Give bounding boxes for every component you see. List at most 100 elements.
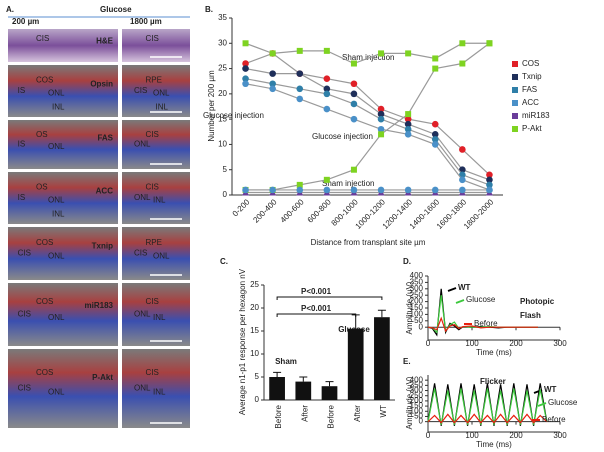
- legend-swatch: [512, 113, 518, 119]
- stain-label: Txnip: [92, 242, 113, 251]
- legend-swatch: [512, 100, 518, 106]
- x-axis-label: Distance from transplant site µm: [311, 238, 426, 247]
- layer-label: ONL: [153, 89, 170, 98]
- bar: [269, 377, 285, 400]
- layer-label: COS: [36, 76, 53, 85]
- marker: [350, 100, 358, 108]
- marker: [431, 120, 439, 128]
- legend-label: miR183: [522, 111, 550, 120]
- marker: [350, 90, 358, 98]
- x-tick-label: 100: [465, 339, 479, 348]
- layer-label: ONL: [153, 251, 170, 260]
- trace: [427, 383, 548, 426]
- marker: [486, 186, 493, 194]
- annotation: Flicker: [480, 377, 506, 386]
- y-tick-label: 300: [410, 386, 424, 395]
- marker: [269, 186, 276, 194]
- y-tick-label: 30: [218, 38, 227, 47]
- marker: [432, 55, 439, 62]
- annotation: Photopic: [520, 297, 555, 306]
- x-tick-label: 300: [553, 339, 567, 348]
- x-tick-label: 400-600: [279, 197, 307, 225]
- series-label: Glucose: [548, 398, 578, 407]
- y-axis-label: Average n1-p1 response per hexagon nV: [238, 268, 247, 415]
- micrograph: [8, 29, 118, 62]
- legend-swatch: [512, 87, 518, 93]
- marker: [486, 40, 493, 47]
- marker: [323, 85, 331, 93]
- legend-label: COS: [522, 59, 539, 68]
- series-line: [245, 42, 490, 191]
- y-tick-label: 150: [410, 401, 424, 410]
- annotation: Sham: [275, 357, 297, 366]
- marker: [242, 80, 249, 88]
- layer-label: OS: [36, 183, 48, 192]
- annotation: Glucose injection: [203, 111, 264, 120]
- trace: [427, 388, 548, 425]
- marker: [431, 136, 439, 143]
- legend-swatch: [512, 74, 518, 80]
- micrograph: [8, 349, 118, 428]
- x-tick-label: 300: [553, 431, 567, 440]
- y-tick-label: 150: [410, 303, 424, 312]
- x-tick-label: 0: [426, 431, 431, 440]
- stain-label: P-Akt: [92, 373, 113, 382]
- marker: [323, 176, 330, 183]
- y-tick-label: 350: [410, 278, 424, 287]
- y-tick-label: 200: [410, 396, 424, 405]
- x-axis-label: Time (ms): [476, 348, 512, 357]
- error-bar: [273, 371, 282, 377]
- x-tick-label: WT: [379, 405, 388, 418]
- marker: [459, 171, 466, 179]
- bracket: [276, 296, 383, 300]
- legend-label: P-Akt: [522, 124, 542, 133]
- error-bar: [325, 381, 334, 387]
- panel-label: A.: [6, 5, 14, 14]
- stain-label: H&E: [96, 37, 114, 46]
- series-line: [245, 42, 490, 65]
- legend-swatch: [512, 61, 518, 67]
- layer-label: CIS: [18, 384, 31, 393]
- marker: [296, 47, 303, 54]
- micrograph: [122, 172, 190, 224]
- marker: [378, 131, 385, 138]
- x-tick-label: 200: [509, 339, 523, 348]
- layer-label: INL: [153, 196, 166, 205]
- x-tick-label: Before: [274, 404, 283, 428]
- series-line: [245, 78, 490, 186]
- y-tick-label: 20: [250, 303, 259, 312]
- layer-label: ONL: [48, 196, 65, 205]
- y-tick-label: 25: [218, 64, 227, 73]
- layer-label: INL: [52, 210, 65, 219]
- y-axis-label: Number per 200 µm: [207, 70, 216, 142]
- y-tick-label: 35: [218, 13, 227, 22]
- y-tick-label: 15: [218, 114, 227, 123]
- arrow: [455, 299, 465, 304]
- y-tick-label: 400: [410, 271, 424, 280]
- layer-label: ONL: [48, 388, 65, 397]
- marker: [242, 60, 249, 67]
- marker: [269, 85, 276, 93]
- marker: [242, 65, 249, 72]
- marker: [405, 50, 412, 57]
- marker: [459, 146, 466, 153]
- layer-label: IS: [18, 86, 26, 95]
- column-label: 1800 µm: [130, 17, 162, 26]
- layer-label: RPE: [146, 76, 162, 85]
- marker: [459, 166, 466, 174]
- error-bar: [377, 309, 386, 318]
- bar: [321, 386, 338, 400]
- legend-label: ACC: [522, 98, 539, 107]
- layer-label: COS: [36, 238, 53, 247]
- x-tick-label: After: [353, 405, 362, 422]
- marker: [296, 186, 304, 194]
- micrograph: [8, 65, 118, 117]
- layer-label: CIS: [18, 310, 31, 319]
- marker: [350, 60, 357, 67]
- layer-label: ONL: [48, 313, 65, 322]
- marker: [323, 90, 331, 98]
- layer-label: ONL: [134, 140, 151, 149]
- layer-label: CIS: [146, 183, 159, 192]
- y-tick-label: 400: [410, 375, 424, 384]
- y-tick-label: 100: [410, 406, 424, 415]
